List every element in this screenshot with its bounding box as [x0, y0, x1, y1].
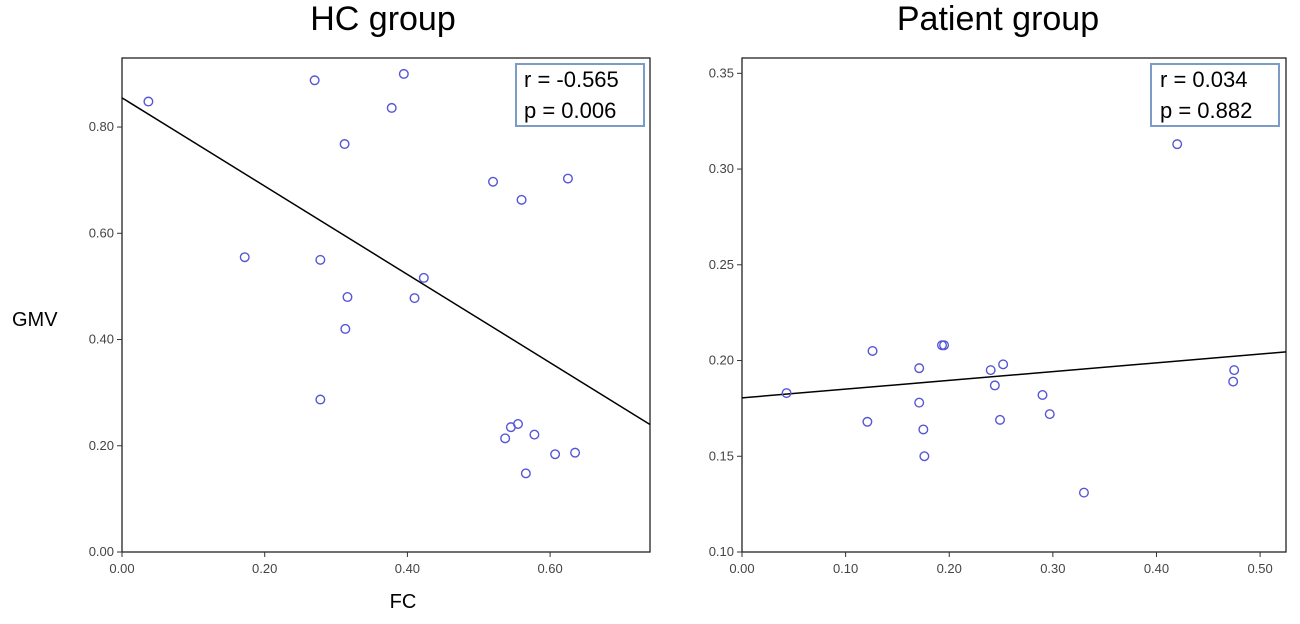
patient-y-tick-label: 0.35: [709, 65, 734, 80]
patient-data-point: [1172, 139, 1183, 150]
hc-x-tick-label: 0.60: [537, 561, 562, 576]
patient-data-point: [939, 340, 950, 351]
patient-title: Patient group: [897, 0, 1099, 38]
hc-x-axis-label: FC: [390, 591, 417, 613]
hc-x-tick-label: 0.40: [395, 561, 420, 576]
patient-p-value: p = 0.882: [1160, 98, 1252, 123]
patient-stats-box: [1150, 63, 1280, 127]
hc-data-point: [340, 323, 351, 334]
patient-y-tick-label: 0.20: [709, 353, 734, 368]
patient-data-point: [781, 388, 792, 399]
patient-data-point: [914, 397, 925, 408]
hc-data-point: [488, 176, 499, 187]
patient-fit-line: [741, 351, 1287, 399]
hc-data-point: [570, 447, 581, 458]
hc-data-point: [339, 139, 350, 150]
hc-data-point: [520, 468, 531, 479]
hc-y-tick-label: 0.00: [89, 544, 114, 559]
patient-data-point: [985, 365, 996, 376]
patient-points: [781, 139, 1240, 498]
hc-data-point: [239, 252, 250, 263]
patient-y-tick-label: 0.10: [709, 544, 734, 559]
patient-x-tick-label: 0.30: [1040, 561, 1065, 576]
hc-data-point: [315, 394, 326, 405]
patient-data-point: [867, 345, 878, 356]
patient-data-point: [1229, 365, 1240, 376]
patient-x-tick-label: 0.20: [937, 561, 962, 576]
hc-y-tick-label: 0.20: [89, 438, 114, 453]
patient-group-panel: Patient group 0.100.150.200.250.300.350.…: [709, 0, 1287, 576]
patient-y-tick-label: 0.30: [709, 161, 734, 176]
hc-data-point: [342, 292, 353, 303]
patient-plot-area: [741, 57, 1287, 553]
patient-data-point: [1228, 376, 1239, 387]
patient-r-value: r = 0.034: [1160, 67, 1247, 92]
hc-data-point: [143, 96, 154, 107]
hc-y-tick-label: 0.80: [89, 119, 114, 134]
hc-p-value: p = 0.006: [524, 98, 616, 123]
patient-axis-ticks: 0.10 0.15 0.20 0.25 0.30 0.35 0.00 0.10 0.20 0.30…: [709, 65, 1273, 576]
hc-data-point: [418, 272, 429, 283]
hc-axis-ticks: 0.00 0.20 0.40 0.60 0.80 0.00 0.20 0.40 0.60: [89, 119, 563, 576]
patient-x-tick-label: 0.10: [833, 561, 858, 576]
patient-data-point: [918, 424, 929, 435]
hc-title: HC group: [310, 0, 456, 38]
patient-data-point: [995, 414, 1006, 425]
patient-x-tick-label: 0.40: [1144, 561, 1169, 576]
patient-x-tick-label: 0.00: [729, 561, 754, 576]
hc-data-point: [516, 194, 527, 205]
hc-fit-line: [121, 97, 651, 426]
hc-stats-box: [515, 63, 645, 127]
hc-x-tick-label: 0.00: [109, 561, 134, 576]
patient-y-tick-label: 0.25: [709, 257, 734, 272]
patient-data-point: [998, 359, 1009, 370]
hc-data-point: [409, 293, 420, 304]
hc-data-point: [398, 68, 409, 79]
hc-data-point: [529, 429, 540, 440]
patient-data-point: [862, 416, 873, 427]
hc-data-point: [505, 422, 516, 433]
hc-data-point: [386, 102, 397, 113]
hc-data-point: [500, 433, 511, 444]
patient-data-point: [1078, 487, 1089, 498]
hc-y-axis-label: GMV: [12, 309, 58, 331]
patient-x-tick-label: 0.50: [1247, 561, 1272, 576]
hc-x-tick-label: 0.20: [252, 561, 277, 576]
hc-y-tick-label: 0.60: [89, 225, 114, 240]
hc-data-point: [315, 254, 326, 265]
hc-data-point: [550, 449, 561, 460]
hc-y-tick-label: 0.40: [89, 332, 114, 347]
hc-plot-area: [121, 57, 651, 553]
hc-data-point: [309, 75, 320, 86]
patient-data-point: [1037, 389, 1048, 400]
hc-data-point: [562, 173, 573, 184]
patient-data-point: [919, 451, 930, 462]
patient-y-tick-label: 0.15: [709, 448, 734, 463]
patient-data-point: [914, 363, 925, 374]
patient-data-point: [1044, 409, 1055, 420]
patient-data-point: [989, 380, 1000, 391]
hc-r-value: r = -0.565: [524, 67, 619, 92]
hc-points: [143, 68, 581, 479]
hc-group-panel: HC group 0.00 0.20 0.40 0.60 0.80 0.00 0.20 0.4…: [12, 0, 651, 613]
